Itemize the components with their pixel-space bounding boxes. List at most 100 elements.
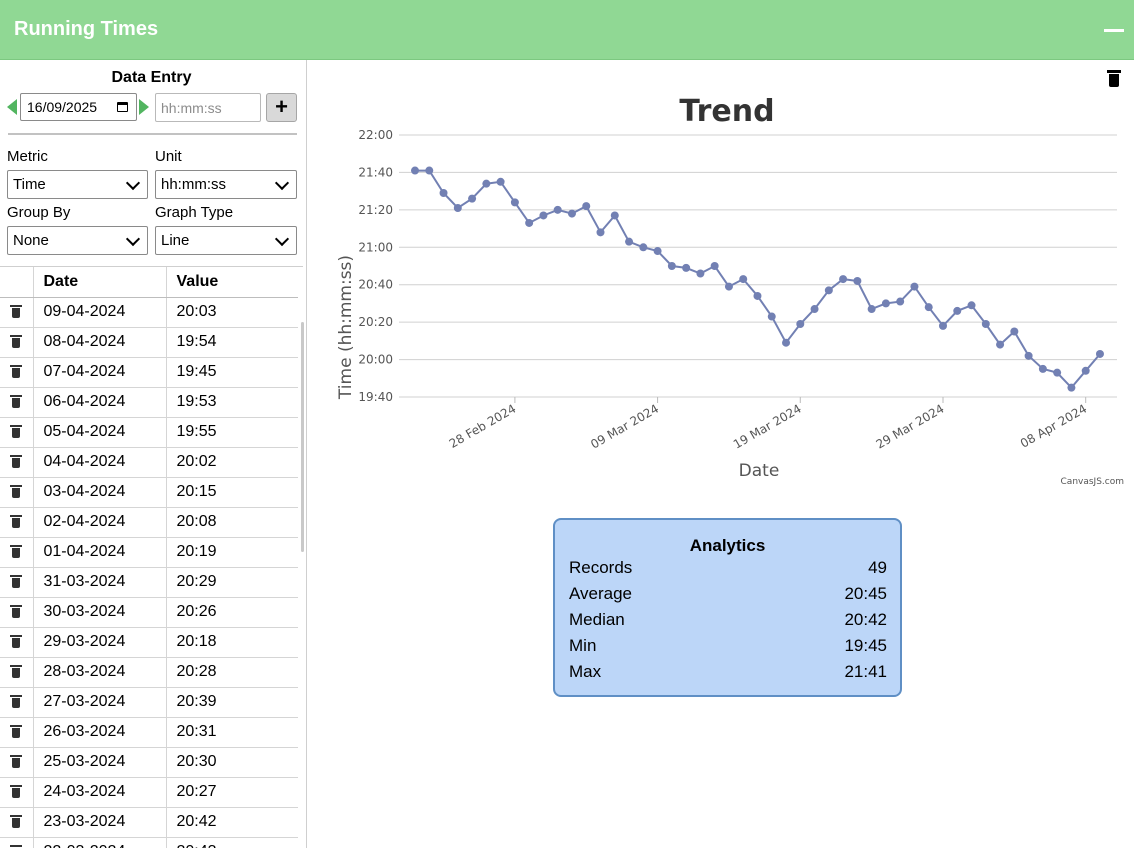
row-delete-cell <box>0 597 34 628</box>
x-tick-label: 28 Feb 2024 <box>447 401 519 450</box>
unit-select[interactable]: hh:mm:ss <box>155 170 297 199</box>
data-point <box>839 275 848 284</box>
data-point <box>453 203 462 212</box>
trash-icon[interactable] <box>10 755 23 769</box>
delete-chart-icon[interactable] <box>1107 70 1121 88</box>
data-point <box>981 320 990 329</box>
table-row: 02-04-2024 20:08 <box>0 507 298 538</box>
add-entry-button[interactable]: + <box>266 93 297 122</box>
data-point <box>796 320 805 329</box>
trash-icon[interactable] <box>10 365 23 379</box>
row-delete-cell <box>0 837 34 848</box>
row-date: 03-04-2024 <box>33 477 167 508</box>
y-tick-label: 20:20 <box>358 315 393 329</box>
trash-icon[interactable] <box>10 815 23 829</box>
data-point <box>496 177 505 186</box>
row-date: 07-04-2024 <box>33 357 167 388</box>
trash-icon[interactable] <box>10 695 23 709</box>
data-point <box>710 262 719 270</box>
table-row: 28-03-2024 20:28 <box>0 657 298 688</box>
trash-icon[interactable] <box>10 485 23 499</box>
trash-icon[interactable] <box>10 575 23 589</box>
row-delete-cell <box>0 507 34 538</box>
divider <box>8 133 297 135</box>
trash-icon[interactable] <box>10 665 23 679</box>
trend-chart: Trend Time (hh:mm:ss) Date CanvasJS.com … <box>336 94 1124 487</box>
row-date: 04-04-2024 <box>33 447 167 478</box>
trash-icon[interactable] <box>10 305 23 319</box>
row-date: 22-03-2024 <box>33 837 167 848</box>
row-delete-cell <box>0 387 34 418</box>
trash-icon[interactable] <box>10 545 23 559</box>
calendar-icon[interactable] <box>117 102 128 112</box>
trash-icon[interactable] <box>10 335 23 349</box>
data-point <box>724 282 733 291</box>
graph-type-select[interactable]: Line <box>155 226 297 255</box>
trash-icon[interactable] <box>10 605 23 619</box>
analytics-label: Max <box>569 662 602 681</box>
row-value: 19:55 <box>166 417 298 448</box>
chevron-down-icon <box>125 175 141 191</box>
row-delete-cell <box>0 777 34 808</box>
table-row: 27-03-2024 20:39 <box>0 687 298 718</box>
analytics-label: Min <box>569 636 597 655</box>
trash-icon[interactable] <box>10 785 23 799</box>
table-header-row: Date Value <box>0 267 298 298</box>
y-tick-label: 21:00 <box>358 240 393 254</box>
group-by-select[interactable]: None <box>7 226 148 255</box>
data-point <box>582 202 591 211</box>
analytics-panel: Analytics Records 49 Average 20:45 Media… <box>553 518 902 697</box>
table-header-action <box>0 267 34 298</box>
row-delete-cell <box>0 567 34 598</box>
previous-day-arrow-icon[interactable] <box>7 99 17 115</box>
sidebar-panel: Data Entry 16/09/2025 + Metric Time Unit… <box>0 60 307 848</box>
table-row: 30-03-2024 20:26 <box>0 597 298 628</box>
y-tick-label: 20:40 <box>358 278 393 292</box>
metric-select[interactable]: Time <box>7 170 148 199</box>
data-point <box>881 299 890 308</box>
x-tick-label: 09 Mar 2024 <box>588 401 661 451</box>
data-point <box>639 243 648 252</box>
minimize-icon[interactable] <box>1104 18 1124 40</box>
data-point <box>696 269 705 278</box>
row-value: 20:29 <box>166 567 298 598</box>
row-value: 20:26 <box>166 597 298 628</box>
trash-icon[interactable] <box>10 395 23 409</box>
data-point <box>1010 327 1019 336</box>
row-value: 20:30 <box>166 747 298 778</box>
row-delete-cell <box>0 657 34 688</box>
next-day-arrow-icon[interactable] <box>139 99 149 115</box>
time-input[interactable] <box>155 93 261 122</box>
date-input[interactable]: 16/09/2025 <box>20 93 137 121</box>
data-point <box>653 247 662 256</box>
table-row: 24-03-2024 20:27 <box>0 777 298 808</box>
row-value: 20:28 <box>166 657 298 688</box>
analytics-value: 20:42 <box>844 610 887 629</box>
trash-icon[interactable] <box>10 425 23 439</box>
table-header-date: Date <box>33 267 167 298</box>
trash-icon[interactable] <box>10 455 23 469</box>
data-point <box>439 189 448 198</box>
trash-icon[interactable] <box>10 635 23 649</box>
y-tick-label: 21:40 <box>358 165 393 179</box>
row-delete-cell <box>0 537 34 568</box>
data-point <box>996 340 1005 349</box>
trash-icon[interactable] <box>10 725 23 739</box>
table-row: 09-04-2024 20:03 <box>0 297 298 328</box>
analytics-label: Records <box>569 558 633 577</box>
row-date: 06-04-2024 <box>33 387 167 418</box>
metric-label: Metric <box>7 148 48 165</box>
data-point <box>667 262 676 270</box>
row-date: 31-03-2024 <box>33 567 167 598</box>
data-point <box>753 291 762 300</box>
trash-icon[interactable] <box>10 845 23 848</box>
data-point <box>682 263 691 272</box>
row-date: 28-03-2024 <box>33 657 167 688</box>
row-value: 20:03 <box>166 297 298 328</box>
table-scrollbar[interactable] <box>301 322 304 552</box>
row-delete-cell <box>0 357 34 388</box>
data-point <box>411 166 419 175</box>
trash-icon[interactable] <box>10 515 23 529</box>
row-date: 30-03-2024 <box>33 597 167 628</box>
